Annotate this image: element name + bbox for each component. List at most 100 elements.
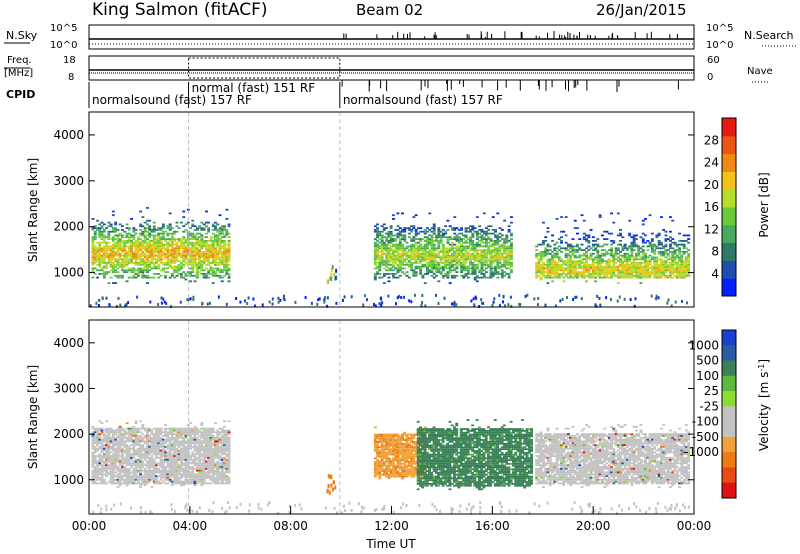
power-cell bbox=[214, 227, 217, 229]
velocity-cell bbox=[166, 462, 170, 465]
power-cell bbox=[457, 249, 461, 251]
power-cell bbox=[143, 240, 147, 242]
power-cell bbox=[148, 225, 152, 228]
power-cell bbox=[419, 273, 423, 275]
power-cell bbox=[542, 274, 545, 277]
velocity-cell bbox=[96, 482, 99, 485]
power-cell bbox=[216, 240, 220, 242]
velocity-cell bbox=[132, 478, 136, 481]
velocity-cell bbox=[132, 442, 136, 445]
velocity-cell bbox=[184, 446, 188, 448]
power-cell bbox=[650, 238, 654, 240]
power-cell bbox=[91, 245, 95, 248]
velocity-cell bbox=[114, 458, 118, 461]
power-cell bbox=[607, 260, 611, 262]
power-cell bbox=[446, 219, 450, 222]
power-cell bbox=[218, 260, 222, 262]
power-cell bbox=[376, 243, 379, 246]
power-cell bbox=[628, 256, 632, 259]
power-cell bbox=[580, 258, 584, 261]
power-cell bbox=[667, 298, 670, 302]
power-cell bbox=[625, 262, 629, 264]
power-cell bbox=[539, 271, 543, 273]
power-cell bbox=[124, 304, 126, 308]
power-cell bbox=[625, 263, 629, 266]
power-cell bbox=[494, 273, 497, 275]
power-cell bbox=[478, 240, 482, 242]
power-cell bbox=[582, 236, 586, 239]
velocity-cell bbox=[118, 433, 122, 435]
power-cell bbox=[487, 245, 491, 248]
power-cell bbox=[648, 258, 652, 261]
power-cell bbox=[283, 294, 285, 298]
power-cell bbox=[173, 238, 177, 240]
power-cell bbox=[157, 254, 161, 257]
velocity-cell bbox=[173, 449, 177, 452]
power-cell bbox=[674, 300, 677, 304]
velocity-cell bbox=[139, 467, 143, 470]
velocity-cell bbox=[155, 480, 158, 483]
velocity-cell bbox=[118, 475, 122, 477]
power-cell bbox=[125, 232, 129, 235]
power-cell bbox=[555, 271, 559, 273]
power-cell bbox=[98, 249, 102, 251]
power-cell bbox=[382, 247, 386, 250]
velocity-cell bbox=[164, 467, 167, 470]
power-cell bbox=[487, 260, 491, 262]
velocity-cell bbox=[170, 475, 174, 477]
power-cell bbox=[105, 256, 108, 259]
power-cell bbox=[127, 227, 131, 229]
velocity-cell bbox=[132, 456, 136, 459]
power-cell bbox=[582, 273, 586, 275]
power-cell bbox=[136, 256, 140, 259]
velocity-cell bbox=[189, 473, 192, 476]
power-cell bbox=[191, 265, 195, 268]
power-cell bbox=[168, 245, 172, 248]
power-cell bbox=[214, 271, 217, 273]
power-cell bbox=[657, 265, 661, 268]
power-cell bbox=[503, 252, 507, 255]
power-cell bbox=[420, 304, 423, 308]
power-cell bbox=[444, 265, 448, 268]
velocity-cell bbox=[182, 455, 186, 457]
power-cell bbox=[93, 227, 97, 229]
power-cell bbox=[605, 230, 609, 233]
velocity-cell bbox=[193, 447, 197, 450]
power-cell bbox=[475, 276, 479, 279]
power-cell bbox=[437, 267, 441, 270]
power-cell bbox=[227, 236, 231, 239]
velocity-cell bbox=[164, 442, 167, 445]
velocity-cell bbox=[168, 427, 172, 430]
velocity-cell bbox=[125, 451, 129, 454]
velocity-cell bbox=[98, 447, 102, 450]
power-cell bbox=[412, 273, 416, 275]
power-cell bbox=[437, 245, 441, 248]
power-cell bbox=[464, 249, 468, 251]
power-cell bbox=[487, 236, 491, 239]
power-cell bbox=[225, 243, 229, 246]
power-cell bbox=[557, 245, 561, 248]
power-cell bbox=[680, 276, 684, 279]
power-cell bbox=[130, 256, 133, 259]
power-cell bbox=[480, 276, 484, 279]
velocity-cell bbox=[146, 464, 149, 466]
power-cell bbox=[111, 210, 115, 213]
velocity-cell bbox=[121, 449, 124, 452]
power-cell bbox=[466, 256, 470, 259]
power-cell bbox=[141, 225, 145, 228]
power-cell bbox=[567, 269, 570, 272]
power-cell bbox=[392, 273, 395, 275]
power-cell bbox=[394, 229, 398, 231]
power-cell bbox=[669, 230, 672, 233]
power-cell bbox=[136, 274, 140, 277]
velocity-cell bbox=[98, 435, 102, 437]
power-cell bbox=[535, 274, 539, 277]
power-cell bbox=[91, 240, 95, 242]
power-cell bbox=[619, 260, 622, 262]
power-cell bbox=[444, 249, 448, 251]
power-cell bbox=[551, 258, 554, 261]
velocity-cell bbox=[139, 440, 143, 443]
velocity-cell bbox=[143, 469, 147, 472]
power-cell bbox=[380, 262, 384, 264]
power-cell bbox=[389, 269, 393, 272]
